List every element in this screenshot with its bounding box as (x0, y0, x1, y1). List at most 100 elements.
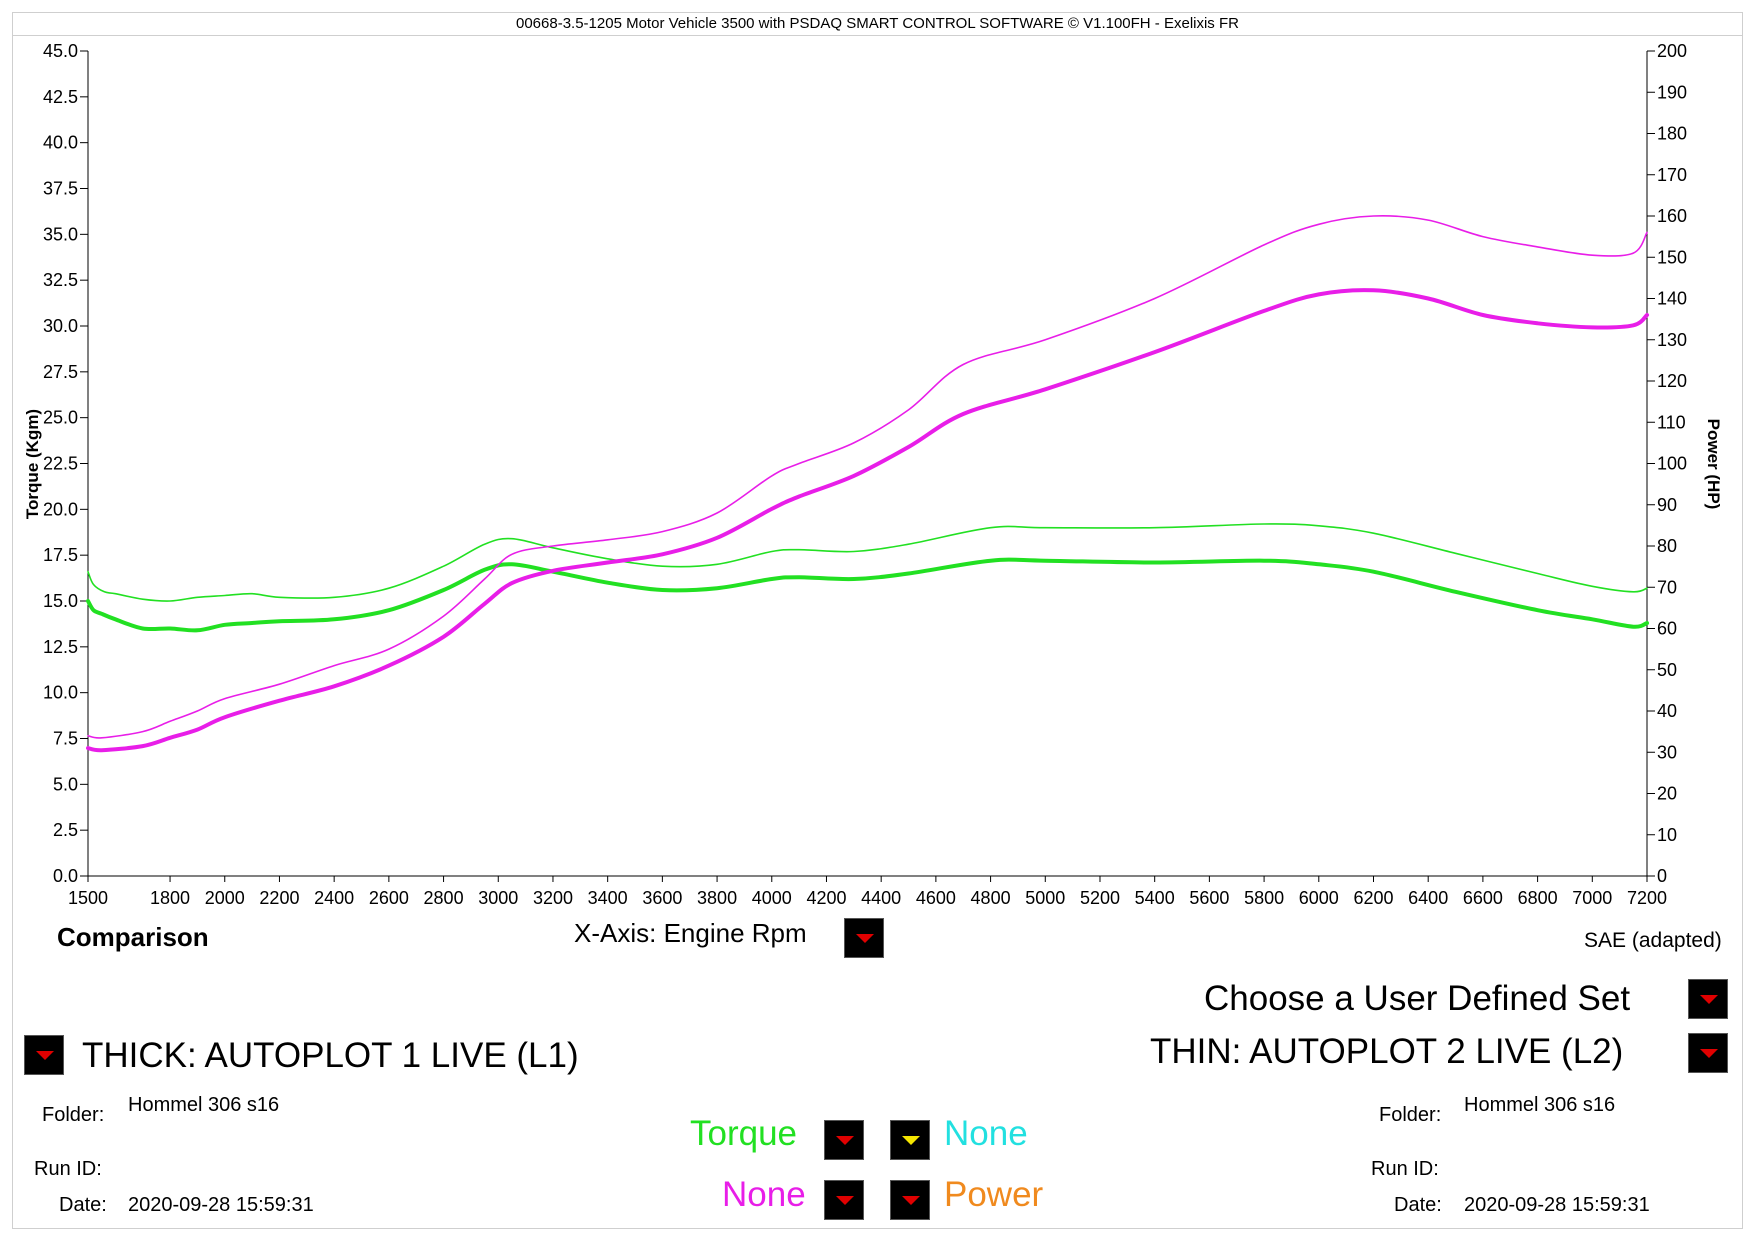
y-left-tick-label: 12.5 (43, 637, 78, 657)
channel-magenta-dropdown-button[interactable] (824, 1180, 864, 1220)
x-tick-label: 5600 (1189, 888, 1229, 908)
y-right-tick-label: 0 (1657, 866, 1667, 886)
y-right-tick-label: 150 (1657, 247, 1687, 267)
right-date-value: 2020-09-28 15:59:31 (1464, 1194, 1650, 1216)
y-left-tick-label: 5.0 (53, 774, 78, 794)
y-right-tick-label: 130 (1657, 330, 1687, 350)
x-axis-dropdown-button[interactable] (844, 918, 884, 958)
y-right-tick-label: 10 (1657, 825, 1677, 845)
x-tick-label: 3600 (642, 888, 682, 908)
thick-run-dropdown-button[interactable] (24, 1035, 64, 1075)
x-tick-label: 1800 (150, 888, 190, 908)
x-tick-label: 7000 (1572, 888, 1612, 908)
y-right-tick-label: 200 (1657, 41, 1687, 61)
user-defined-set-dropdown-button[interactable] (1688, 979, 1728, 1019)
y-right-tick-label: 20 (1657, 784, 1677, 804)
x-tick-label: 2800 (424, 888, 464, 908)
thin-run-dropdown-button[interactable] (1688, 1033, 1728, 1073)
x-tick-label: 6400 (1408, 888, 1448, 908)
x-tick-label: 4400 (861, 888, 901, 908)
torque-thick-line (86, 557, 1649, 633)
y-right-tick-label: 50 (1657, 660, 1677, 680)
user-defined-set-label: Choose a User Defined Set (1204, 979, 1631, 1018)
channel-none-cyan-label: None (944, 1114, 1028, 1153)
x-tick-label: 2400 (314, 888, 354, 908)
y-right-tick-label: 80 (1657, 536, 1677, 556)
chevron-down-icon (902, 1136, 920, 1145)
x-tick-label: 5200 (1080, 888, 1120, 908)
channel-power-dropdown-button[interactable] (890, 1180, 930, 1220)
channel-power-label: Power (944, 1175, 1044, 1214)
x-tick-label: 2200 (259, 888, 299, 908)
chart-axes: 0.0 2.5 5.0 7.5 10.0 12.5 15.0 17.5 20.0 22.5 25.0… (23, 41, 1723, 908)
y-right-tick-label: 110 (1657, 412, 1686, 432)
y-right-tick-label: 60 (1657, 619, 1677, 639)
channel-cyan-dropdown-button[interactable] (890, 1120, 930, 1160)
chevron-down-icon (902, 1196, 920, 1205)
x-tick-label: 4000 (752, 888, 792, 908)
chevron-down-icon (1700, 1049, 1718, 1058)
x-tick-label: 3400 (588, 888, 628, 908)
x-tick-label: 1500 (68, 888, 108, 908)
x-tick-label: 6200 (1353, 888, 1393, 908)
power-thick-line (86, 288, 1649, 753)
y-left-tick-label: 45.0 (43, 41, 78, 61)
left-runid-label: Run ID: (34, 1158, 102, 1180)
y-right-tick-label: 90 (1657, 495, 1677, 515)
torque-thin-line (87, 523, 1648, 602)
x-tick-label: 3200 (533, 888, 573, 908)
chevron-down-icon (36, 1051, 54, 1060)
comparison-label: Comparison (57, 922, 209, 952)
left-date-label: Date: (59, 1194, 107, 1216)
y-left-tick-label: 2.5 (53, 820, 78, 840)
channel-torque-dropdown-button[interactable] (824, 1120, 864, 1160)
y-left-tick-label: 15.0 (43, 591, 78, 611)
y-right-tick-label: 190 (1657, 82, 1687, 102)
y-right-tick-label: 180 (1657, 124, 1687, 144)
left-folder-label: Folder: (42, 1104, 105, 1126)
y-right-tick-label: 40 (1657, 701, 1677, 721)
y-left-tick-label: 25.0 (43, 408, 78, 428)
y-left-tick-label: 10.0 (43, 683, 78, 703)
y-left-tick-label: 40.0 (43, 133, 78, 153)
x-tick-label: 3800 (697, 888, 737, 908)
x-tick-label: 6800 (1518, 888, 1558, 908)
x-tick-label: 4600 (916, 888, 956, 908)
power-thin-line (87, 215, 1648, 739)
y-right-tick-label: 120 (1657, 371, 1687, 391)
y-left-tick-label: 37.5 (43, 179, 78, 199)
y-axis-right-title: Power (HP) (1704, 419, 1723, 510)
left-folder-value: Hommel 306 s16 (128, 1094, 280, 1116)
y-left-tick-label: 32.5 (43, 270, 78, 290)
x-tick-label: 7200 (1627, 888, 1667, 908)
window-title: 00668-3.5-1205 Motor Vehicle 3500 with P… (13, 13, 1742, 36)
x-tick-label: 5400 (1135, 888, 1175, 908)
y-right-tick-label: 70 (1657, 577, 1677, 597)
app-frame (12, 12, 1743, 1229)
x-tick-label: 2600 (369, 888, 409, 908)
x-tick-label: 4800 (971, 888, 1011, 908)
channel-torque-label: Torque (690, 1114, 798, 1153)
thick-run-label: THICK: AUTOPLOT 1 LIVE (L1) (82, 1036, 579, 1075)
right-folder-label: Folder: (1379, 1104, 1442, 1126)
x-tick-label: 6600 (1463, 888, 1503, 908)
chart-plot-area (86, 215, 1649, 753)
x-axis-label: X-Axis: Engine Rpm (574, 918, 807, 948)
right-folder-value: Hommel 306 s16 (1464, 1094, 1616, 1116)
x-tick-label: 5000 (1025, 888, 1065, 908)
dyno-chart: 0.0 2.5 5.0 7.5 10.0 12.5 15.0 17.5 20.0 22.5 25.0… (23, 41, 1723, 908)
y-left-tick-label: 20.0 (43, 499, 78, 519)
x-tick-label: 5800 (1244, 888, 1284, 908)
channel-none-magenta-label: None (722, 1175, 806, 1214)
chevron-down-icon (1700, 995, 1718, 1004)
chevron-down-icon (836, 1136, 854, 1145)
x-tick-label: 4200 (806, 888, 846, 908)
chevron-down-icon (836, 1196, 854, 1205)
y-left-tick-label: 0.0 (53, 866, 78, 886)
x-tick-label: 3000 (478, 888, 518, 908)
y-left-tick-label: 22.5 (43, 454, 78, 474)
chevron-down-icon (856, 934, 874, 943)
x-tick-label: 6000 (1299, 888, 1339, 908)
y-axis-left-title: Torque (Kgm) (23, 409, 42, 519)
y-left-tick-label: 30.0 (43, 316, 78, 336)
